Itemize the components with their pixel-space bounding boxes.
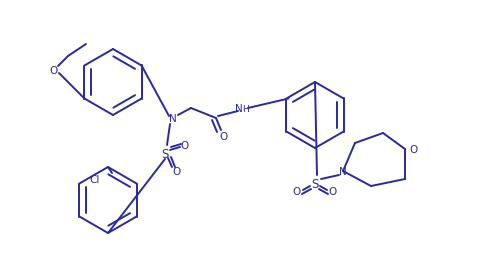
Text: O: O	[181, 141, 189, 151]
Text: O: O	[49, 66, 57, 76]
Text: Cl: Cl	[90, 175, 100, 185]
Text: N: N	[339, 167, 347, 177]
Text: S: S	[311, 178, 319, 191]
Text: S: S	[161, 148, 169, 161]
Text: O: O	[410, 145, 418, 155]
Text: O: O	[329, 187, 337, 197]
Text: N: N	[235, 104, 243, 114]
Text: N: N	[169, 114, 177, 124]
Text: O: O	[220, 132, 228, 142]
Text: O: O	[173, 167, 181, 177]
Text: O: O	[293, 187, 301, 197]
Text: H: H	[242, 105, 249, 114]
